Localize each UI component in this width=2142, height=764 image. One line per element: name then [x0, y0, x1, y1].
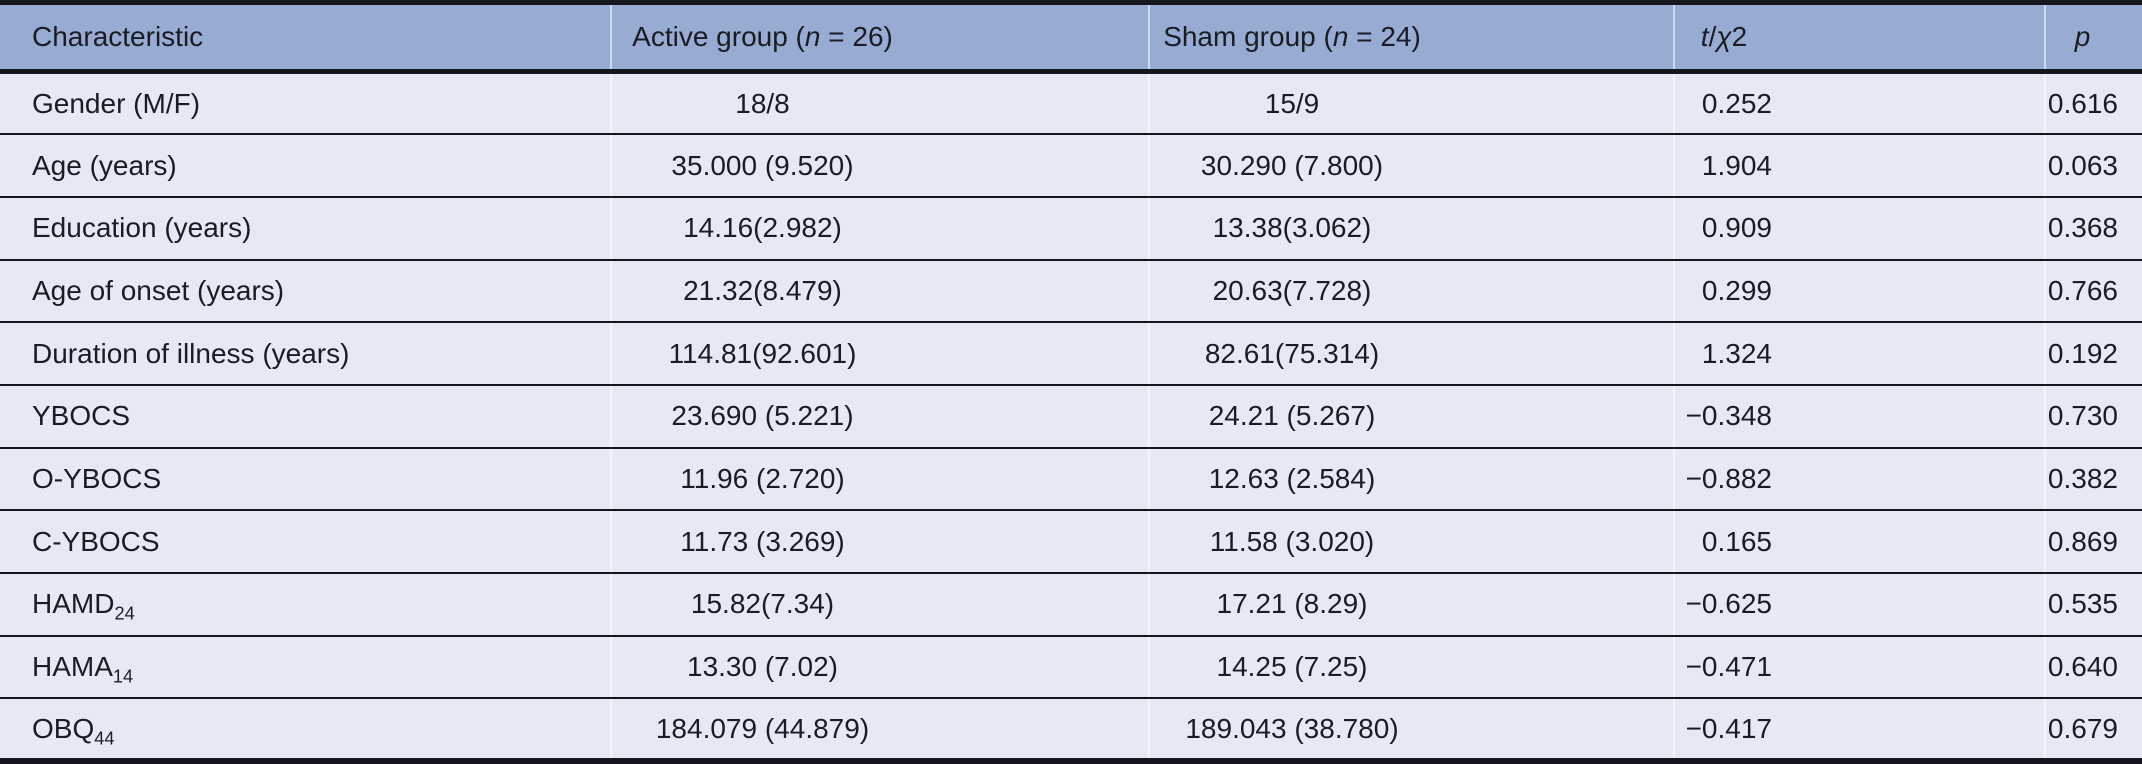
italic-t: t	[1700, 21, 1709, 52]
sham-group-cell: 12.63 (2.584)	[1148, 447, 1674, 512]
sham-group-cell: 13.38(3.062)	[1148, 196, 1674, 261]
header-statistic-label: t/χ2	[1700, 21, 1748, 52]
sham-group-cell: 30.290 (7.800)	[1148, 134, 1674, 198]
sham-group-cell: 20.63(7.728)	[1148, 259, 1674, 324]
table-row: O-YBOCS 11.96 (2.720) 12.63 (2.584) −0.8…	[0, 447, 2142, 512]
header-p-value: p	[2044, 2, 2142, 74]
row-label-subscript: 24	[114, 603, 135, 624]
p-value-cell: 0.063	[2044, 134, 2142, 198]
active-group-cell: 18/8	[610, 71, 1149, 136]
row-label-subscript: 14	[112, 666, 134, 687]
table-row: HAMD24 15.82(7.34) 17.21 (8.29) −0.625 0…	[0, 572, 2142, 637]
row-label-cell: Gender (M/F)	[0, 71, 611, 136]
active-group-cell: 11.96 (2.720)	[610, 447, 1149, 512]
header-active-group-label: Active group (n = 26)	[632, 21, 893, 52]
table-row: C-YBOCS 11.73 (3.269) 11.58 (3.020) 0.16…	[0, 510, 2142, 574]
row-label: Age of onset (years)	[32, 274, 285, 306]
active-group-cell: 14.16(2.982)	[610, 196, 1149, 261]
active-group-cell: 21.32(8.479)	[610, 259, 1149, 324]
row-label: YBOCS	[32, 400, 131, 432]
p-value-cell: 0.535	[2044, 572, 2142, 637]
p-value-cell: 0.766	[2044, 259, 2142, 324]
table-header-row: Characteristic Active group (n = 26) Sha…	[0, 2, 2142, 74]
table-row: YBOCS 23.690 (5.221) 24.21 (5.267) −0.34…	[0, 384, 2142, 449]
active-group-cell: 23.690 (5.221)	[610, 384, 1149, 449]
active-group-cell: 13.30 (7.02)	[610, 635, 1149, 700]
p-value-cell: 0.616	[2044, 71, 2142, 136]
header-sham-group: Sham group (n = 24)	[1148, 2, 1674, 74]
statistic-cell: −0.348	[1673, 384, 2045, 449]
statistic-cell: −0.417	[1673, 698, 2045, 762]
active-group-cell: 184.079 (44.879)	[610, 698, 1149, 762]
active-group-cell: 11.73 (3.269)	[610, 510, 1149, 574]
row-label-cell: Duration of illness (years)	[0, 322, 611, 386]
sham-group-cell: 14.25 (7.25)	[1148, 635, 1674, 700]
p-value-cell: 0.368	[2044, 196, 2142, 261]
row-label-subscript: 44	[94, 728, 115, 749]
row-label-cell: O-YBOCS	[0, 447, 611, 512]
active-group-cell: 114.81(92.601)	[610, 322, 1149, 386]
table-row: Gender (M/F) 18/8 15/9 0.252 0.616	[0, 71, 2142, 136]
statistic-cell: 0.909	[1673, 196, 2045, 261]
table-row: HAMA14 13.30 (7.02) 14.25 (7.25) −0.471 …	[0, 635, 2142, 700]
row-label: O-YBOCS	[32, 462, 162, 494]
row-label-cell: Age of onset (years)	[0, 259, 611, 324]
row-label-cell: HAMD24	[0, 572, 611, 637]
header-characteristic: Characteristic	[0, 2, 611, 74]
table-row: Duration of illness (years) 114.81(92.60…	[0, 322, 2142, 386]
table-row: OBQ44 184.079 (44.879) 189.043 (38.780) …	[0, 698, 2142, 762]
header-characteristic-label: Characteristic	[32, 21, 204, 52]
row-label: Education (years)	[32, 212, 252, 244]
p-value-cell: 0.192	[2044, 322, 2142, 386]
table-row: Age of onset (years) 21.32(8.479) 20.63(…	[0, 259, 2142, 324]
italic-n: n	[804, 21, 821, 52]
statistic-cell: 1.904	[1673, 134, 2045, 198]
sham-group-cell: 82.61(75.314)	[1148, 322, 1674, 386]
p-value-cell: 0.869	[2044, 510, 2142, 574]
statistic-cell: −0.882	[1673, 447, 2045, 512]
sham-group-cell: 24.21 (5.267)	[1148, 384, 1674, 449]
row-label-cell: Age (years)	[0, 134, 611, 198]
sham-group-cell: 15/9	[1148, 71, 1674, 136]
statistic-cell: −0.471	[1673, 635, 2045, 700]
row-label-cell: C-YBOCS	[0, 510, 611, 574]
sham-group-cell: 11.58 (3.020)	[1148, 510, 1674, 574]
header-active-group: Active group (n = 26)	[610, 2, 1149, 74]
statistic-cell: 0.299	[1673, 259, 2045, 324]
row-label-cell: HAMA14	[0, 635, 611, 700]
sham-group-cell: 189.043 (38.780)	[1148, 698, 1674, 762]
active-group-cell: 15.82(7.34)	[610, 572, 1149, 637]
active-group-cell: 35.000 (9.520)	[610, 134, 1149, 198]
sham-group-cell: 17.21 (8.29)	[1148, 572, 1674, 637]
row-label: Age (years)	[32, 149, 177, 181]
p-value-cell: 0.679	[2044, 698, 2142, 762]
statistic-cell: 1.324	[1673, 322, 2045, 386]
table-row: Age (years) 35.000 (9.520) 30.290 (7.800…	[0, 134, 2142, 198]
p-value-cell: 0.640	[2044, 635, 2142, 700]
p-value-cell: 0.730	[2044, 384, 2142, 449]
italic-chi: χ	[1716, 21, 1732, 52]
statistic-cell: 0.252	[1673, 71, 2045, 136]
row-label: Duration of illness (years)	[32, 337, 350, 369]
row-label: Gender (M/F)	[32, 87, 201, 119]
row-label: OBQ	[32, 712, 95, 744]
statistic-cell: 0.165	[1673, 510, 2045, 574]
italic-p: p	[2074, 21, 2091, 52]
header-sham-group-label: Sham group (n = 24)	[1163, 21, 1421, 52]
row-label: C-YBOCS	[32, 525, 160, 557]
p-value-cell: 0.382	[2044, 447, 2142, 512]
row-label: HAMD	[32, 588, 115, 620]
row-label: HAMA	[32, 650, 113, 682]
table-row: Education (years) 14.16(2.982) 13.38(3.0…	[0, 196, 2142, 261]
row-label-cell: OBQ44	[0, 698, 611, 762]
header-statistic: t/χ2	[1673, 2, 2045, 74]
italic-n: n	[1332, 21, 1349, 52]
row-label-cell: YBOCS	[0, 384, 611, 449]
row-label-cell: Education (years)	[0, 196, 611, 261]
statistic-cell: −0.625	[1673, 572, 2045, 637]
